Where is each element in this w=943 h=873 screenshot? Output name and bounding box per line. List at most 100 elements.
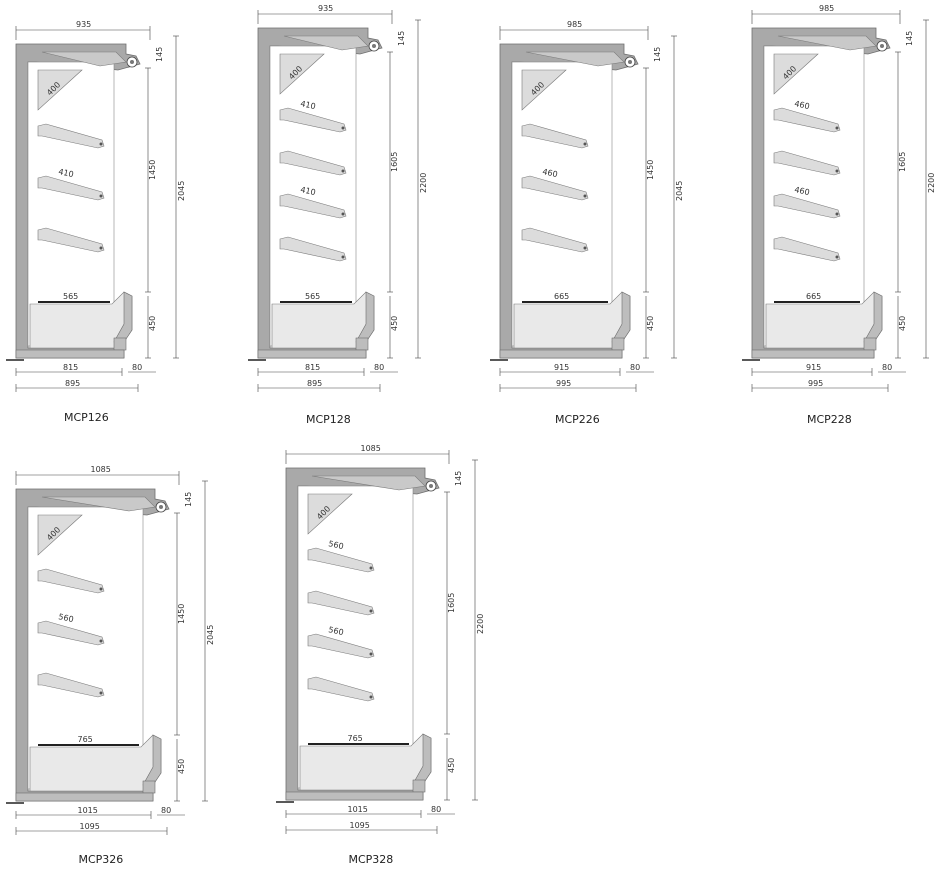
shelf-tip-3 <box>369 652 373 656</box>
model-caption: MCP228 <box>807 413 852 426</box>
dimension-opening: 1605 <box>447 593 456 613</box>
label-shelf-depth: 410 <box>300 185 317 197</box>
shelf-2 <box>773 150 841 176</box>
model-caption: MCP226 <box>555 413 600 426</box>
cabinet-interior <box>511 61 613 347</box>
shelf-2 <box>37 175 105 201</box>
dimension-outer-width: 1095 <box>350 821 370 830</box>
dimension-offset: 80 <box>882 363 892 372</box>
dimension-total-height: 2045 <box>177 181 186 201</box>
dimension-base-height: 450 <box>447 758 456 773</box>
label-shelf-depth: 410 <box>58 167 75 179</box>
top-shelf <box>307 493 353 535</box>
label-shelf-depth: 460 <box>794 185 811 197</box>
top-shelf <box>279 53 325 95</box>
shelf-tip-3 <box>99 246 103 250</box>
shelf-4 <box>307 676 375 702</box>
dimension-deck: 565 <box>63 292 78 301</box>
night-blind-roll-core <box>159 505 163 509</box>
shelf-tip-1 <box>369 566 373 570</box>
model-caption: MCP326 <box>79 853 124 866</box>
dimension-canopy: 145 <box>653 47 662 62</box>
shelf-1 <box>773 107 841 133</box>
dimension-canopy: 145 <box>397 31 406 46</box>
canopy <box>41 496 156 512</box>
dimension-total-height: 2200 <box>476 614 485 634</box>
dimension-opening: 1450 <box>148 160 157 180</box>
dimension-outer-width: 895 <box>65 379 80 388</box>
plinth <box>751 349 875 359</box>
dimension-offset: 80 <box>374 363 384 372</box>
dimension-total-height: 2045 <box>675 181 684 201</box>
top-shelf <box>37 514 83 556</box>
shelf-1 <box>37 123 105 149</box>
dimension-offset: 80 <box>161 806 171 815</box>
front-kick <box>863 337 877 351</box>
dimension-deck: 565 <box>305 292 320 301</box>
shelf-2 <box>37 620 105 646</box>
shelf-3 <box>307 633 375 659</box>
label-shelf-depth: 560 <box>58 612 75 624</box>
dimension-top-width: 1085 <box>91 465 111 474</box>
shelf-tip-2 <box>835 169 839 173</box>
plinth <box>15 792 154 802</box>
shelf-tip-2 <box>99 639 103 643</box>
dimension-total-height: 2200 <box>419 173 428 193</box>
front-kick <box>611 337 625 351</box>
dimension-opening: 1605 <box>390 152 399 172</box>
dimension-base-height: 450 <box>177 759 186 774</box>
shelf-1 <box>279 107 347 133</box>
shelf-1 <box>37 568 105 594</box>
dimension-deck: 765 <box>348 734 363 743</box>
dimension-outer-width: 1095 <box>80 822 100 831</box>
shelf-tip-1 <box>583 142 587 146</box>
night-blind-roll-core <box>429 484 433 488</box>
label-shelf-depth: 460 <box>542 167 559 179</box>
canopy <box>41 51 127 67</box>
shelf-tip-3 <box>99 691 103 695</box>
plinth <box>285 791 424 801</box>
dimension-inner-width: 915 <box>806 363 821 372</box>
shelf-2 <box>521 175 589 201</box>
dimension-base-height: 450 <box>148 316 157 331</box>
shelf-4 <box>279 236 347 262</box>
night-blind-roll-core <box>628 60 632 64</box>
shelf-3 <box>279 193 347 219</box>
shelf-tip-1 <box>99 587 103 591</box>
shelf-tip-2 <box>583 194 587 198</box>
dimension-top-width: 1085 <box>361 444 381 453</box>
shelf-3 <box>37 672 105 698</box>
night-blind-roll-core <box>880 44 884 48</box>
dimension-inner-width: 1015 <box>348 805 368 814</box>
canopy <box>311 475 426 491</box>
front-kick <box>355 337 369 351</box>
dimension-canopy: 145 <box>905 31 914 46</box>
shelf-tip-4 <box>341 255 345 259</box>
dimension-outer-width: 895 <box>307 379 322 388</box>
dimension-outer-width: 995 <box>808 379 823 388</box>
shelf-tip-3 <box>341 212 345 216</box>
cabinet-interior <box>27 61 115 347</box>
dimension-offset: 80 <box>630 363 640 372</box>
dimension-inner-width: 815 <box>63 363 78 372</box>
cabinet-interior <box>27 506 144 790</box>
canopy <box>525 51 625 67</box>
dimension-canopy: 145 <box>155 47 164 62</box>
dimension-offset: 80 <box>132 363 142 372</box>
shelf-tip-1 <box>341 126 345 130</box>
dimension-canopy: 145 <box>454 471 463 486</box>
night-blind-roll-core <box>372 44 376 48</box>
dimension-deck: 665 <box>806 292 821 301</box>
top-shelf <box>37 69 83 111</box>
dimension-base-height: 450 <box>898 316 907 331</box>
shelf-4 <box>773 236 841 262</box>
shelf-3 <box>37 227 105 253</box>
shelf-tip-2 <box>99 194 103 198</box>
dimension-total-height: 2045 <box>206 625 215 645</box>
